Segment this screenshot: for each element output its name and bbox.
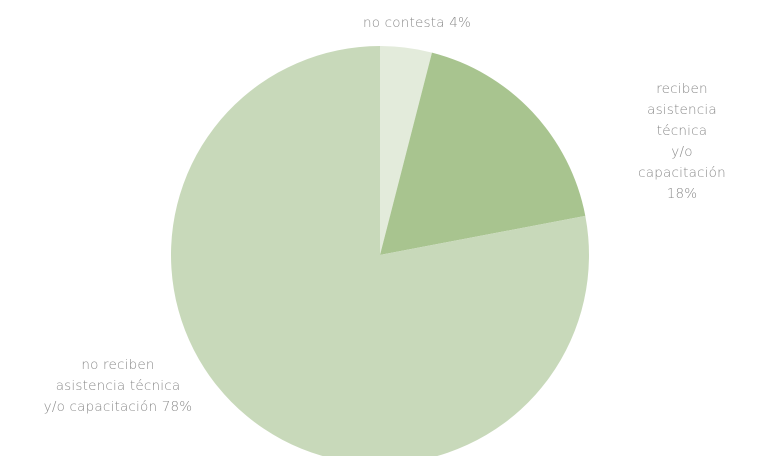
slice-label: no contesta 4%: [363, 13, 471, 34]
pie-slice: [380, 52, 586, 256]
category-label: no reciben asistencia técnica y/o capaci…: [43, 357, 181, 415]
pie-slice: [171, 46, 589, 456]
category-label: no contesta: [362, 15, 445, 31]
value-label: 4%: [449, 15, 472, 31]
pie-slice: [380, 46, 432, 255]
slice-label: reciben asistencia técnica y/o capacitac…: [638, 79, 726, 205]
value-label: 78%: [161, 399, 193, 415]
slice-label: no reciben asistencia técnica y/o capaci…: [44, 355, 193, 418]
category-label: reciben asistencia técnica y/o capacitac…: [638, 81, 726, 181]
value-label: 18%: [666, 186, 698, 202]
